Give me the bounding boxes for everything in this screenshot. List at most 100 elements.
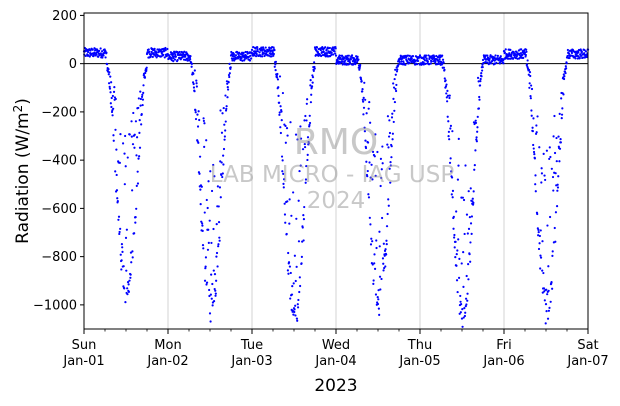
data-point — [260, 47, 263, 50]
x-tick-label-day-0: Sun — [72, 338, 97, 353]
data-point — [551, 254, 554, 257]
data-point — [377, 298, 380, 301]
data-point — [530, 87, 534, 91]
data-point — [201, 244, 205, 247]
data-point — [472, 190, 475, 193]
data-point — [393, 100, 397, 104]
data-point — [442, 66, 446, 69]
data-point — [319, 49, 322, 52]
data-point — [476, 130, 479, 133]
x-tick-label-date-2: Jan-03 — [230, 354, 272, 369]
data-point — [539, 256, 543, 259]
x-axis-label: 2023 — [314, 376, 357, 396]
data-point — [293, 254, 296, 257]
x-tick-label-day-1: Mon — [154, 338, 181, 353]
data-point — [299, 284, 302, 288]
data-point — [137, 97, 140, 100]
data-point — [437, 56, 440, 59]
data-point — [538, 242, 541, 245]
data-point — [212, 227, 215, 231]
data-point — [356, 55, 359, 58]
data-point — [205, 139, 208, 142]
data-point — [456, 178, 460, 181]
data-point — [362, 100, 365, 103]
data-point — [295, 217, 298, 220]
data-point — [378, 245, 381, 248]
data-point — [221, 112, 224, 115]
data-point — [206, 206, 209, 210]
data-point — [532, 147, 535, 150]
data-point — [324, 46, 327, 49]
data-point — [216, 265, 219, 268]
x-tick-label-date-0: Jan-01 — [62, 354, 104, 369]
data-point — [280, 110, 283, 113]
data-point — [217, 243, 220, 246]
data-point — [172, 55, 175, 58]
data-point — [244, 50, 247, 54]
data-point — [118, 232, 121, 236]
data-point — [477, 107, 481, 110]
data-point — [213, 273, 217, 276]
data-point — [473, 164, 476, 167]
data-point — [162, 53, 165, 56]
data-point — [379, 288, 382, 291]
data-point — [542, 287, 546, 290]
data-point — [332, 48, 335, 51]
data-point — [371, 240, 374, 243]
data-point — [222, 163, 225, 166]
data-point — [372, 279, 375, 282]
data-point — [380, 176, 383, 180]
data-point — [302, 214, 305, 217]
data-point — [378, 313, 381, 316]
data-point — [375, 246, 378, 250]
y-tick-label-5: −800 — [41, 250, 77, 265]
data-point — [410, 57, 413, 60]
data-point — [207, 228, 210, 231]
data-point — [438, 58, 441, 61]
data-point — [156, 54, 160, 57]
data-point — [197, 110, 200, 113]
data-point — [456, 290, 459, 294]
data-point — [131, 189, 134, 192]
data-point — [271, 51, 274, 54]
data-point — [281, 170, 284, 173]
data-point — [201, 229, 204, 232]
data-point — [281, 91, 285, 95]
data-point — [282, 186, 285, 189]
data-point — [400, 60, 403, 63]
data-point — [197, 141, 200, 144]
data-point — [540, 167, 543, 170]
watermark-line-2: LAB MICRO - IAG USP — [210, 162, 455, 188]
data-point — [133, 232, 136, 235]
data-point — [398, 60, 401, 64]
data-point — [547, 265, 550, 268]
data-point — [224, 129, 227, 132]
data-point — [373, 262, 376, 265]
data-point — [444, 79, 447, 82]
data-point — [208, 294, 211, 298]
data-point — [367, 107, 370, 110]
data-point — [214, 292, 217, 295]
data-point — [121, 250, 124, 254]
data-point — [457, 276, 461, 279]
data-point — [242, 51, 245, 54]
data-point — [206, 248, 210, 251]
data-point — [151, 55, 154, 59]
data-point — [140, 95, 144, 98]
x-axis: SunJan-01MonJan-02TueJan-03WedJan-04ThuJ… — [62, 329, 609, 369]
data-point — [363, 130, 366, 133]
data-point — [234, 54, 238, 57]
data-point — [345, 63, 348, 66]
data-point — [250, 57, 253, 60]
data-point — [194, 111, 197, 114]
data-point — [274, 63, 277, 66]
data-point — [223, 135, 226, 138]
data-point — [545, 310, 548, 313]
data-point — [133, 133, 136, 136]
data-point — [519, 52, 523, 55]
data-point — [198, 172, 201, 175]
data-point — [141, 93, 144, 97]
data-point — [479, 77, 482, 81]
data-point — [109, 75, 112, 78]
data-point — [217, 221, 221, 224]
